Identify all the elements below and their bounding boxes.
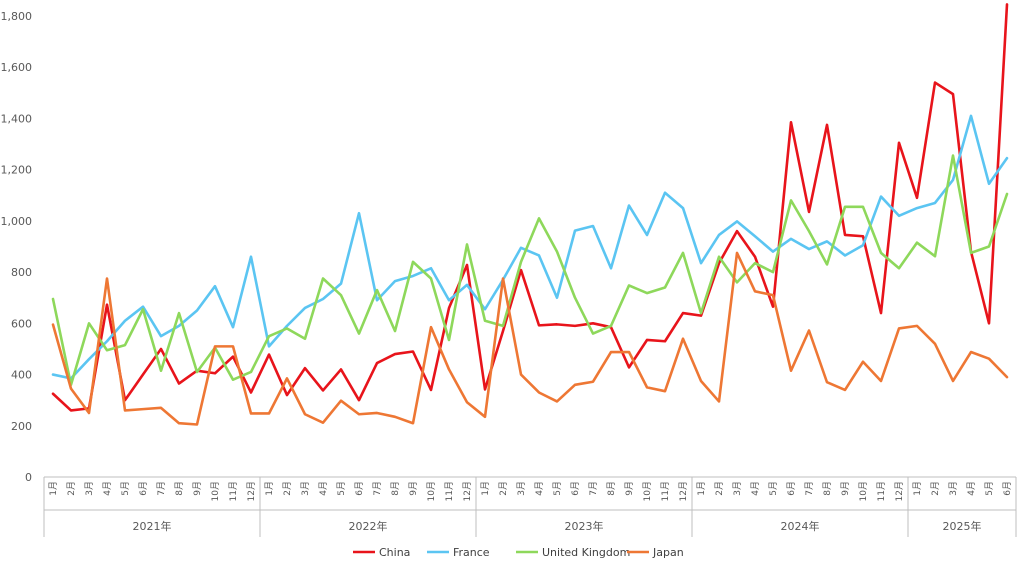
legend-label: China (379, 546, 410, 559)
y-tick-label: 400 (11, 369, 32, 382)
legend-label: United Kingdom (542, 546, 630, 559)
x-tick-label: 10月 (642, 481, 653, 501)
series-line-japan (51, 251, 1009, 426)
y-axis: 0 200 400 600 800 1,000 1,200 1,400 1,600 1,800 (1, 10, 33, 484)
year-label: 2025年 (943, 519, 982, 533)
x-tick-label: 12月 (678, 481, 689, 501)
x-tick-label: 9月 (408, 481, 419, 496)
x-tick-label: 4月 (966, 481, 977, 496)
y-tick-label: 1,800 (1, 10, 33, 23)
x-tick-label: 3月 (84, 481, 95, 496)
year-label: 2021年 (133, 519, 172, 533)
y-tick-label: 1,200 (1, 164, 33, 177)
x-tick-label: 11月 (444, 481, 455, 501)
x-tick-label: 6月 (570, 481, 581, 496)
x-tick-label: 8月 (174, 481, 185, 496)
x-tick-label: 9月 (840, 481, 851, 496)
x-tick-label: 5月 (984, 481, 995, 496)
series-line-france (51, 114, 1009, 380)
x-tick-label: 7月 (804, 481, 815, 496)
x-tick-label: 3月 (516, 481, 527, 496)
x-tick-label: 5月 (768, 481, 779, 496)
x-tick-label: 1月 (480, 481, 491, 496)
x-tick-label: 4月 (102, 481, 113, 496)
x-tick-label: 12月 (246, 481, 257, 501)
y-tick-label: 800 (11, 266, 32, 279)
x-axis: 2021年 2022年 2023年 2024年 2025年 1月 2月 3月 4月 5月 6月 7月 8… (43, 476, 1017, 537)
legend: China France United Kingdom Japan (353, 546, 684, 559)
legend-label: Japan (652, 546, 684, 559)
x-tick-label: 4月 (534, 481, 545, 496)
year-label: 2022年 (349, 519, 388, 533)
x-tick-label: 9月 (192, 481, 203, 496)
x-tick-label: 3月 (300, 481, 311, 496)
series-line-china (51, 3, 1009, 412)
x-tick-label: 10月 (858, 481, 869, 501)
x-tick-label: 7月 (156, 481, 167, 496)
x-tick-label: 6月 (786, 481, 797, 496)
x-tick-label: 11月 (876, 481, 887, 501)
x-tick-label: 12月 (462, 481, 473, 501)
year-label: 2023年 (565, 519, 604, 533)
x-tick-label: 8月 (390, 481, 401, 496)
x-tick-label: 9月 (624, 481, 635, 496)
x-tick-label: 10月 (210, 481, 221, 501)
x-tick-label: 3月 (732, 481, 743, 496)
x-tick-label: 12月 (894, 481, 905, 501)
x-tick-label: 2月 (930, 481, 941, 496)
x-tick-label: 5月 (552, 481, 563, 496)
x-tick-label: 10月 (426, 481, 437, 501)
x-tick-label: 7月 (588, 481, 599, 496)
x-tick-label: 4月 (318, 481, 329, 496)
x-tick-label: 2月 (498, 481, 509, 496)
x-tick-label: 2月 (282, 481, 293, 496)
x-tick-label: 8月 (822, 481, 833, 496)
x-tick-label: 6月 (138, 481, 149, 496)
x-tick-label: 1月 (48, 481, 59, 496)
year-label: 2024年 (781, 519, 820, 533)
y-tick-label: 200 (11, 420, 32, 433)
x-tick-label: 3月 (948, 481, 959, 496)
x-tick-label: 8月 (606, 481, 617, 496)
x-tick-label: 11月 (660, 481, 671, 501)
x-tick-label: 2月 (714, 481, 725, 496)
x-tick-label: 5月 (120, 481, 131, 496)
x-tick-label: 1月 (696, 481, 707, 496)
legend-label: France (453, 546, 490, 559)
x-tick-label: 7月 (372, 481, 383, 496)
y-tick-label: 1,600 (1, 61, 33, 74)
x-tick-label: 5月 (336, 481, 347, 496)
x-tick-label: 1月 (264, 481, 275, 496)
y-tick-label: 1,400 (1, 112, 33, 125)
x-tick-label: 6月 (354, 481, 365, 496)
y-tick-label: 600 (11, 317, 32, 330)
series-line-united-kingdom (51, 154, 1009, 387)
series-layer (51, 3, 1009, 426)
x-tick-label: 6月 (1002, 481, 1013, 496)
x-tick-label: 11月 (228, 481, 239, 501)
x-tick-label: 2月 (66, 481, 77, 496)
y-tick-label: 0 (25, 471, 32, 484)
y-tick-label: 1,000 (1, 215, 33, 228)
x-tick-label: 1月 (912, 481, 923, 496)
x-tick-label: 4月 (750, 481, 761, 496)
